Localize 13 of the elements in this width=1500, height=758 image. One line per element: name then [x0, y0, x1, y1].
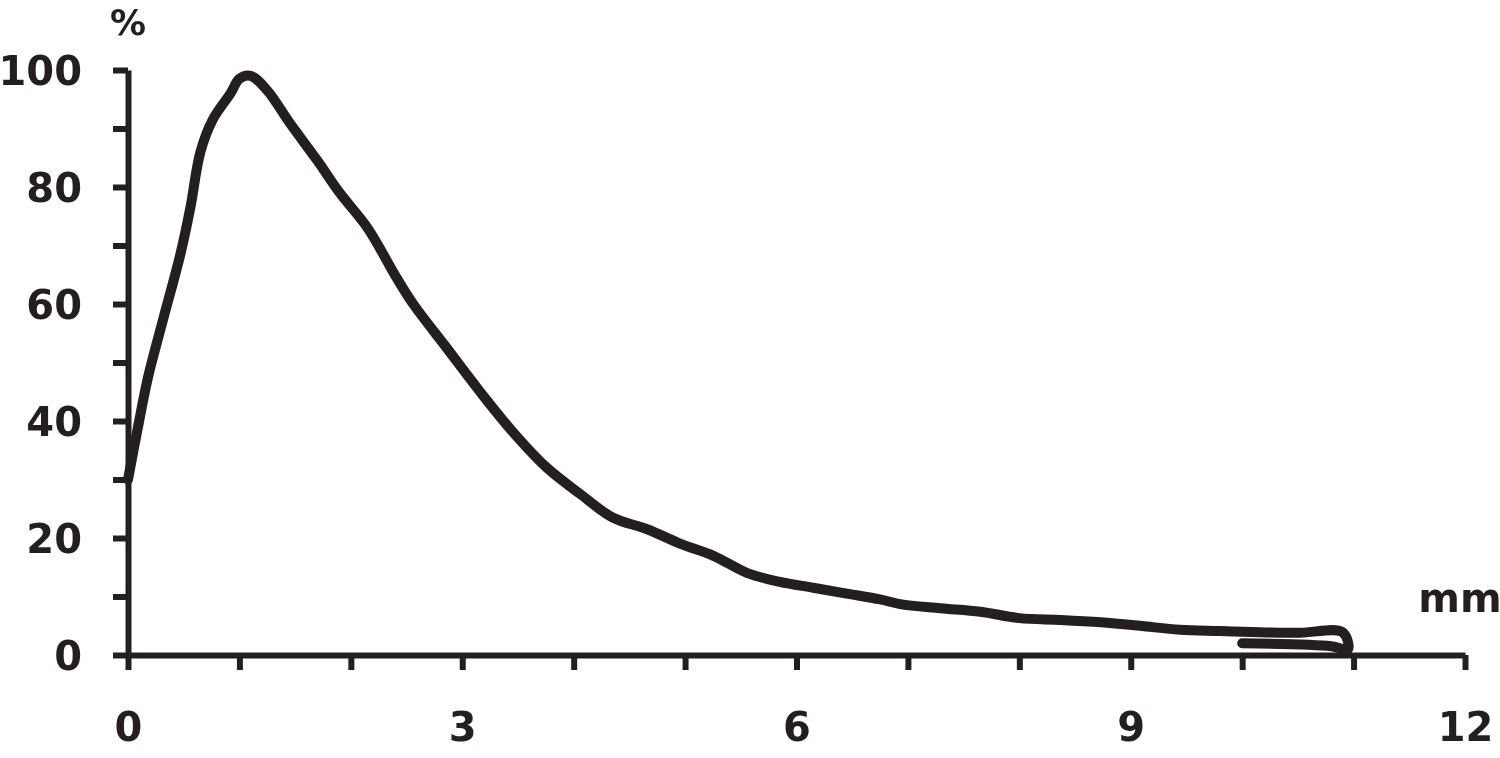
x-tick-label: 9: [1117, 704, 1146, 750]
x-tick-label: 3: [448, 704, 477, 750]
y-tick-label: 100: [0, 47, 82, 94]
y-tick-label: 0: [54, 632, 82, 679]
y-tick-label: 80: [26, 164, 82, 211]
x-tick-label: 0: [114, 704, 143, 750]
x-tick-label: 12: [1437, 704, 1494, 750]
x-axis-title: mm: [1418, 575, 1500, 621]
y-tick-label: 40: [26, 398, 82, 445]
y-axis-title: %: [109, 1, 147, 43]
y-tick-label: 60: [26, 281, 82, 328]
x-tick-label: 6: [783, 704, 811, 750]
y-tick-label: 20: [26, 515, 82, 562]
